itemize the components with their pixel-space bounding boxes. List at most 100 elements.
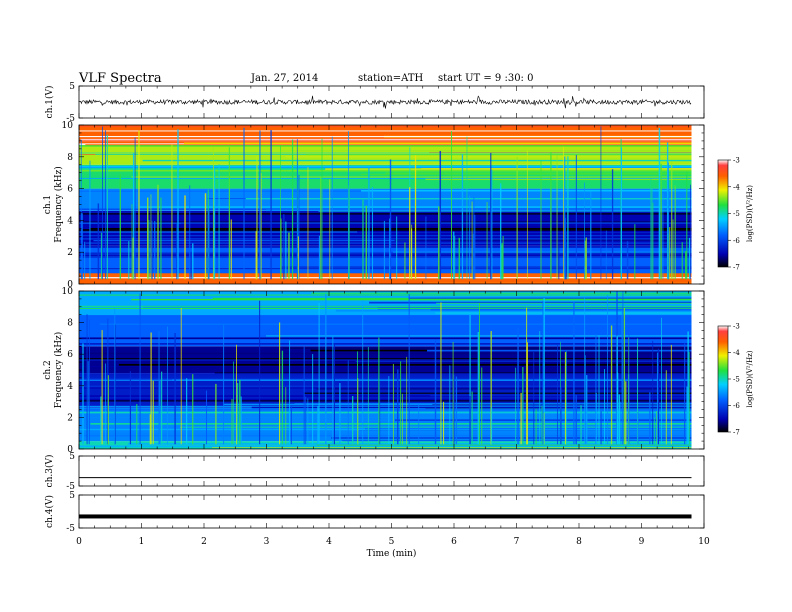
sferic-streak [651, 188, 653, 280]
sferic-streak [605, 230, 607, 280]
sferic-streak [367, 346, 369, 445]
spectral-line [311, 292, 692, 295]
sferic-streak [584, 240, 586, 280]
spectral-line [414, 239, 692, 242]
sferic-streak [425, 216, 427, 280]
figure-start-time: start UT = 9 :30: 0 [438, 73, 534, 84]
sferic-streak [686, 386, 688, 445]
spectral-line [79, 307, 692, 310]
spectral-band [79, 314, 692, 347]
spectral-line [79, 246, 692, 248]
spectral-line [79, 358, 692, 360]
spectral-line [79, 238, 692, 240]
sferic-streak [332, 336, 334, 445]
sferic-streak [451, 131, 453, 280]
spectral-line [79, 405, 692, 408]
spectral-line [79, 153, 692, 155]
spectral-line [79, 256, 692, 258]
sferic-streak [667, 234, 669, 280]
y-tick-label: 2 [67, 248, 73, 258]
spectral-line [369, 301, 692, 304]
sferic-streak [443, 401, 445, 445]
spectral-line [79, 395, 692, 397]
sferic-streak [455, 376, 458, 445]
sferic-streak [171, 144, 173, 280]
sferic-streak [283, 214, 285, 280]
sferic-streak [189, 185, 191, 280]
sferic-streak [89, 319, 90, 445]
sferic-streak [318, 235, 321, 280]
sferic-streak [690, 184, 691, 280]
sferic-streak [105, 363, 107, 445]
spectral-line [342, 440, 692, 442]
spectral-line [131, 176, 692, 178]
sferic-streak [119, 174, 122, 280]
sferic-streak [458, 237, 461, 280]
y-tick-label: 4 [67, 382, 73, 392]
sferic-streak [526, 342, 528, 445]
spectral-line [425, 282, 692, 283]
sferic-streak [321, 138, 323, 280]
sferic-streak [471, 391, 473, 445]
x-tick-label: 5 [389, 537, 395, 547]
sferic-streak [368, 167, 370, 280]
spectral-line [335, 309, 692, 312]
sferic-streak [107, 375, 109, 445]
sferic-streak [87, 361, 89, 445]
colorbar-tick-label: -4 [733, 349, 740, 357]
spectral-line [436, 302, 692, 304]
sferic-streak [331, 136, 333, 280]
ch1-spectrogram-image [79, 125, 692, 284]
sferic-streak [454, 235, 456, 280]
sferic-streak [479, 303, 480, 445]
spectral-line [79, 252, 692, 255]
spectral-line [79, 212, 692, 215]
y-tick-label: 5 [69, 82, 75, 92]
sferic-streak [160, 197, 162, 280]
sferic-streak [656, 411, 658, 445]
sferic-streak [590, 191, 592, 280]
sferic-streak [152, 380, 154, 445]
spectral-line [385, 172, 692, 174]
sferic-streak [650, 178, 652, 280]
sferic-streak [298, 236, 299, 280]
x-tick-label: 2 [201, 537, 207, 547]
sferic-streak [671, 161, 673, 280]
spectral-line [79, 140, 692, 142]
sferic-streak [449, 365, 451, 445]
spectral-line [79, 432, 692, 435]
sferic-streak [491, 407, 493, 445]
y-tick-label: 0 [67, 280, 73, 290]
sferic-streak [660, 163, 662, 280]
sferic-streak [585, 355, 586, 445]
sferic-streak [365, 205, 368, 280]
y-tick-label: 10 [62, 121, 74, 131]
colorbar-tick-label: -6 [733, 402, 740, 410]
y-tick-label: 5 [69, 491, 75, 501]
spectral-line [408, 297, 692, 299]
sferic-streak [520, 392, 522, 445]
sferic-streak [473, 197, 475, 280]
spectral-line [79, 222, 692, 224]
spectral-line [361, 190, 692, 192]
sferic-streak [131, 204, 133, 280]
x-tick-label: 10 [698, 537, 710, 547]
sferic-streak [526, 150, 528, 280]
sferic-streak [575, 154, 577, 280]
sferic-streak [409, 187, 411, 280]
sferic-streak [105, 130, 106, 280]
y-tick-label: -5 [66, 524, 75, 534]
x-tick-label: 7 [514, 537, 520, 547]
sferic-streak [106, 134, 108, 280]
y-tick-label: -5 [66, 482, 75, 492]
sferic-streak [637, 412, 639, 445]
sferic-streak [329, 179, 331, 280]
spectral-line [401, 412, 692, 414]
sferic-streak [481, 367, 483, 445]
sferic-streak [288, 232, 290, 280]
sferic-streak [688, 351, 690, 445]
sferic-streak [607, 294, 608, 445]
sferic-streak [500, 183, 502, 280]
sferic-streak [600, 126, 602, 280]
sferic-streak [469, 195, 471, 280]
